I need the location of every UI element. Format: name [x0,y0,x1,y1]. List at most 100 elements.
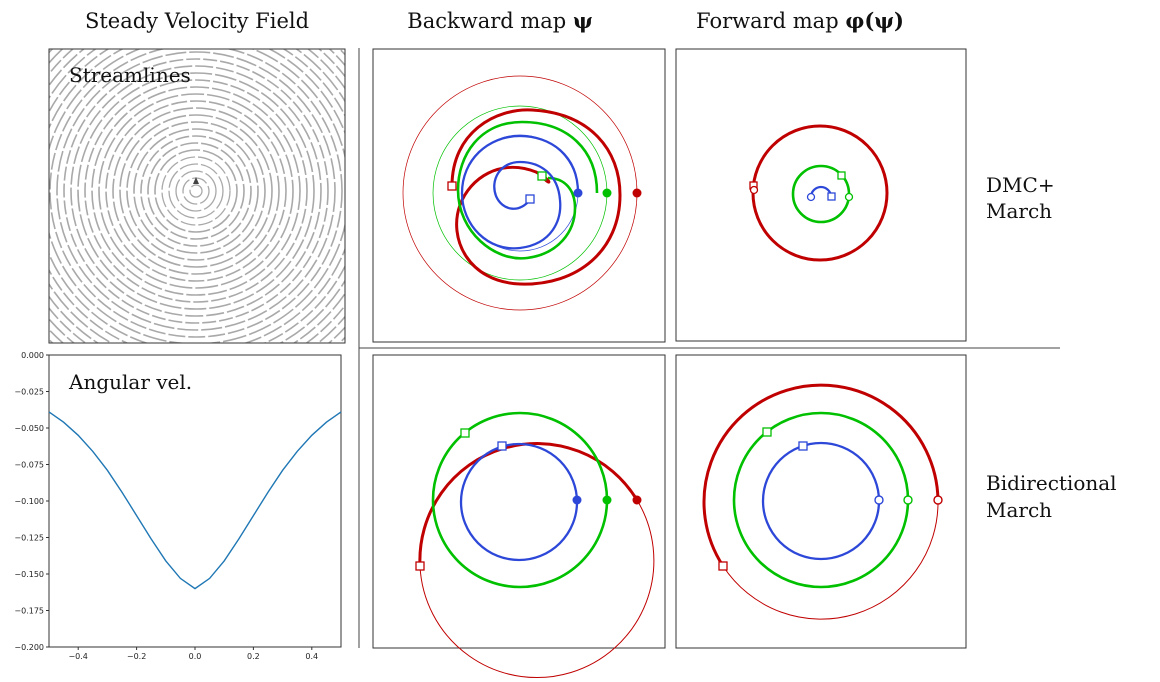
red-thin-arc [722,499,939,620]
y-axis-ticks: 0.000 −0.025 −0.050 −0.075 −0.100 −0.125 −0.15… [14,351,49,652]
panel-bidir-forward [675,354,967,649]
bidir-backward-map [415,411,655,679]
red-square-marker [718,561,728,571]
green-square-marker [837,171,846,180]
streamline [154,149,238,233]
green-square-marker [537,171,547,181]
streamline [49,49,343,338]
green-thin-circle [432,105,608,281]
green-dot-marker [602,188,612,198]
y-tick-label: −0.150 [14,570,44,579]
streamline [98,93,294,289]
streamline [175,170,217,212]
x-tick-label: 0.2 [247,652,260,661]
y-tick-label: −0.075 [14,461,44,470]
green-spiral [456,120,599,260]
blue-square-marker [497,441,507,451]
header-forward-map: Forward map φ(ψ) [696,8,904,33]
green-open-circle-marker [903,495,913,505]
blue-square-marker [525,194,535,204]
y-tick-label: −0.050 [14,424,44,433]
angular-label: Angular vel. [68,370,192,394]
streamline [112,107,280,275]
y-tick-label: −0.125 [14,534,44,543]
streamline [91,86,301,296]
blue-square-marker [798,441,808,451]
streamline [161,156,231,226]
header-backward-map-text: Backward map [407,9,573,33]
streamline [77,72,315,310]
header-steady-velocity-field: Steady Velocity Field [85,9,309,33]
streamline [63,58,329,324]
dmc-backward-map [402,75,642,311]
header-forward-map-symbol: φ(ψ) [845,8,904,33]
panel-bidir-backward [372,354,666,649]
y-tick-label: 0.000 [21,351,44,360]
angular-velocity-curve [48,411,342,590]
red-dot-marker [632,495,642,505]
streamlines-frame [48,48,346,344]
y-tick-label: −0.175 [14,607,44,616]
bidir-forward-map [702,383,943,620]
red-thick-arc [418,442,639,567]
streamline [70,65,322,317]
red-thin-circle [402,75,638,311]
header-backward-map-symbol: ψ [573,8,593,33]
red-thin-arc [419,499,655,679]
streamline [49,49,345,343]
streamline [189,184,203,198]
red-thick-arc [702,383,940,567]
header-forward-map-text: Forward map [696,9,845,33]
x-tick-label: −0.4 [68,652,87,661]
blue-circle [459,442,579,562]
header-backward-map: Backward map ψ [407,8,592,33]
streamline [133,128,259,254]
blue-dot-marker [572,495,582,505]
streamline-arrow-icon [193,177,199,184]
y-tick-label: −0.200 [14,643,44,652]
streamlines-label: Streamlines [69,63,191,87]
red-dot-marker [632,188,642,198]
x-tick-label: −0.2 [127,652,146,661]
x-tick-label: 0.0 [189,652,202,661]
red-circle [751,124,889,262]
blue-circle [761,441,881,561]
streamline [119,114,273,268]
streamline [140,135,252,247]
streamline [56,51,336,331]
red-open-circle-marker [749,185,759,195]
red-square-marker [447,181,457,191]
dmc-forward-map [749,124,889,262]
row-label-bidir-line1: Bidirectional [986,471,1117,495]
green-square-marker [460,428,470,438]
streamline [147,142,245,240]
streamlines-panel: Streamlines [48,48,346,344]
x-axis-ticks: −0.4 −0.2 0.0 0.2 0.4 [68,647,318,661]
green-open-circle-marker [844,192,854,202]
blue-open-circle-marker [806,192,816,202]
green-dot-marker [602,495,612,505]
panel-dmc-backward [372,48,666,343]
panel-dmc-forward [675,48,967,342]
red-open-circle-marker [933,495,943,505]
row-label-dmc-line1: DMC+ [986,173,1055,197]
red-square-marker [415,561,425,571]
blue-dot-marker [573,188,583,198]
angular-velocity-plot: 0.000 −0.025 −0.050 −0.075 −0.100 −0.125 −0.15… [14,351,342,661]
y-tick-label: −0.025 [14,388,44,397]
angular-plot-frame [48,354,342,648]
blue-square-marker [827,192,836,201]
streamline [168,163,224,219]
streamline [105,100,287,282]
streamline-circles [49,49,345,343]
red-spiral [450,108,622,286]
streamline [84,79,308,303]
streamline [126,121,266,261]
x-tick-label: 0.4 [305,652,318,661]
blue-spiral [460,134,580,250]
row-label-dmc-line2: March [986,199,1052,223]
row-label-bidir-line2: March [986,498,1052,522]
green-square-marker [762,427,772,437]
blue-open-circle-marker [874,495,884,505]
